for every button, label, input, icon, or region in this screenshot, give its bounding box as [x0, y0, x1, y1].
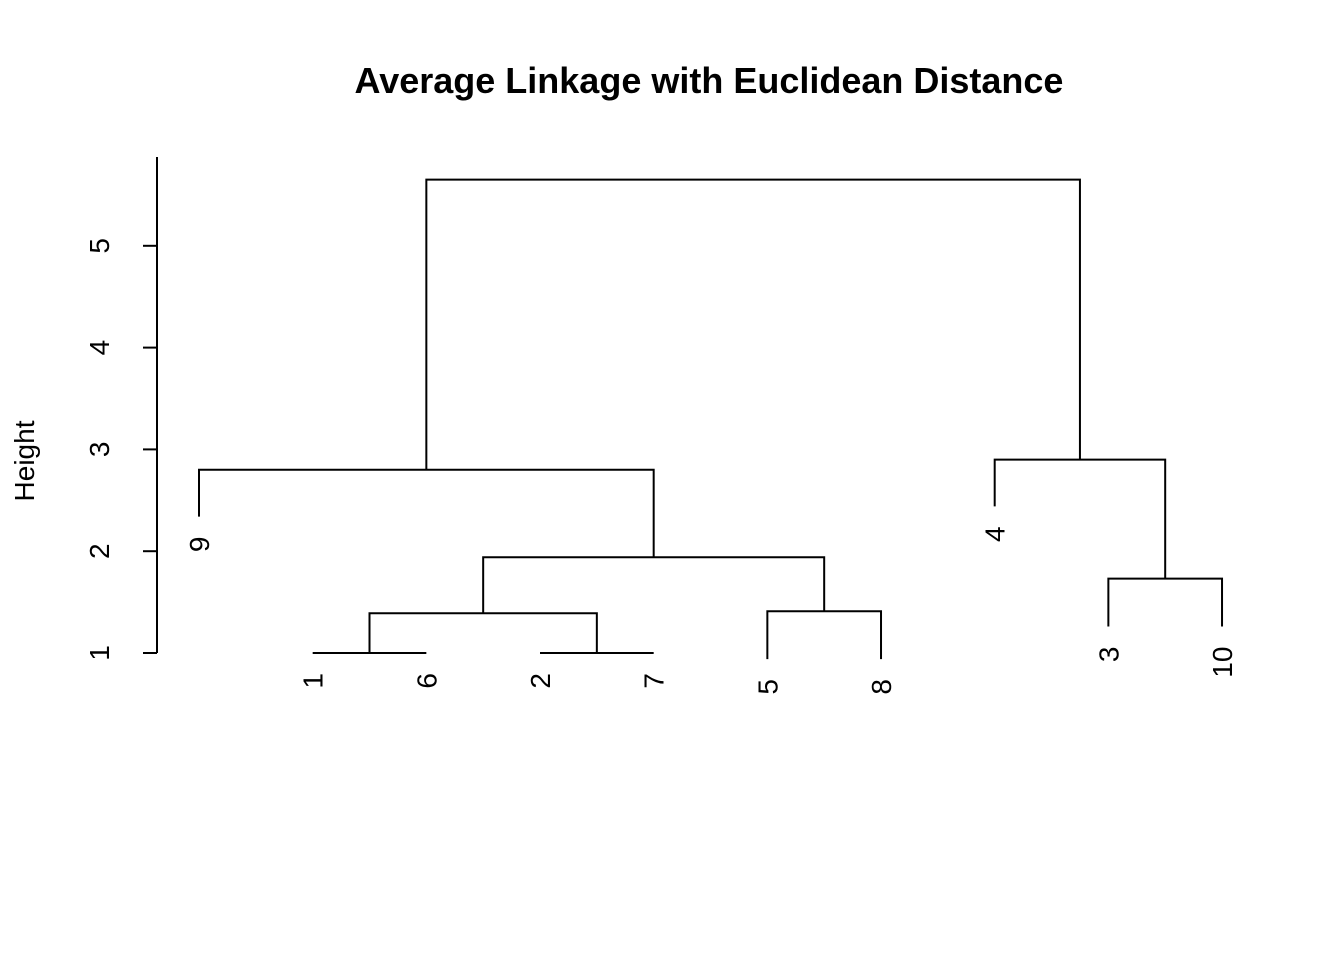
leaf-label: 3 [1093, 647, 1124, 663]
leaf-label: 7 [639, 673, 670, 689]
leaf-label: 1 [298, 673, 329, 689]
y-tick-label: 4 [84, 340, 115, 356]
leaf-label: 8 [866, 679, 897, 695]
dendrogram-tree [198, 178, 1224, 660]
y-axis: 1 2 3 4 5 [84, 157, 158, 661]
leaf-label: 9 [184, 537, 215, 553]
merge-link [425, 178, 1081, 470]
leaf-label: 10 [1207, 647, 1238, 678]
y-tick-label: 3 [84, 442, 115, 458]
merge-link [1107, 577, 1224, 627]
y-tick-label: 2 [84, 543, 115, 559]
leaf-label: 5 [752, 679, 783, 695]
y-tick-label: 1 [84, 645, 115, 661]
leaf-label: 6 [411, 673, 442, 689]
merge-link [482, 556, 826, 614]
merge-link [993, 458, 1167, 579]
leaf-label: 4 [980, 526, 1011, 542]
merge-link [368, 612, 598, 653]
y-axis-label: Height [9, 420, 40, 501]
leaf-label: 2 [525, 673, 556, 689]
chart-title: Average Linkage with Euclidean Distance [355, 60, 1064, 101]
merge-link [198, 468, 655, 558]
leaf-labels: 9 1 6 2 7 5 8 4 3 10 [184, 526, 1238, 694]
merge-link [766, 610, 883, 660]
y-tick-label: 5 [84, 238, 115, 254]
